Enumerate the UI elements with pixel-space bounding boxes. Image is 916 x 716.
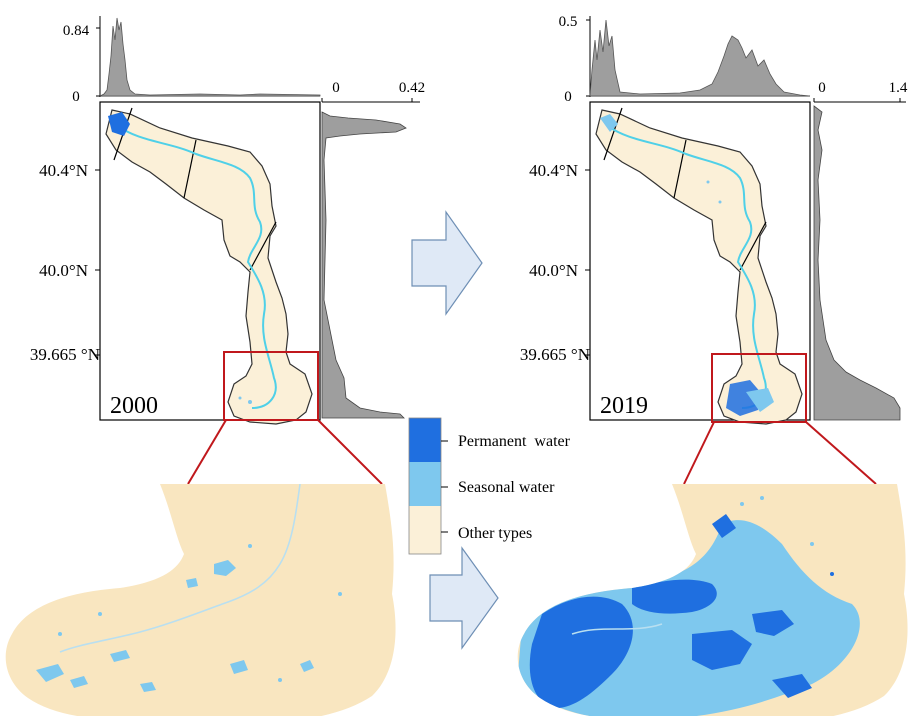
- year-label-2000: 2000: [110, 393, 158, 419]
- legend-label-other: Other types: [458, 525, 532, 542]
- side-hist-zero-label: 0: [818, 80, 826, 96]
- lat-label-39-665: 39.665 °N: [520, 345, 590, 364]
- legend-swatch-seasonal: [409, 462, 441, 506]
- top-hist-zero-label: 0: [72, 89, 80, 105]
- lat-label-39-665: 39.665 °N: [30, 345, 100, 364]
- zoom-box-2019: [711, 353, 807, 423]
- top-hist-max-label: 0.5: [559, 14, 578, 30]
- legend-swatch-other: [409, 506, 441, 554]
- zoom-box-2000: [223, 351, 319, 421]
- top-hist-zero-label: 0: [564, 89, 572, 105]
- zoom-map-2019: [517, 484, 908, 716]
- side-histogram-2000: 0 0.42: [321, 80, 425, 419]
- top-hist-max-label: 0.84: [63, 23, 90, 39]
- side-hist-zero-label: 0: [332, 80, 340, 96]
- zoom-map-2000: [5, 484, 396, 716]
- right-arrow-icon: [429, 546, 499, 650]
- legend-swatch-permanent: [409, 418, 441, 462]
- map-frame-2000: 40.4°N 40.0°N 39.665 °N 2000: [30, 101, 321, 425]
- lat-label-40-0: 40.0°N: [529, 261, 578, 280]
- legend-label-permanent: Permanent water: [458, 433, 571, 450]
- panel-2000: 0.84 0 0 0.42: [30, 16, 425, 425]
- lat-label-40-4: 40.4°N: [529, 161, 578, 180]
- side-hist-max-label: 0.42: [399, 80, 425, 96]
- top-histogram-2000: 0.84 0: [63, 16, 321, 105]
- legend: Permanent water Seasonal water Other typ…: [408, 417, 571, 555]
- top-histogram-2019: 0.5 0: [559, 14, 811, 105]
- lat-label-40-0: 40.0°N: [39, 261, 88, 280]
- side-hist-max-label: 1.4: [889, 80, 908, 96]
- map-frame-2019: 40.4°N 40.0°N 39.665 °N 2019: [520, 101, 811, 425]
- year-label-2019: 2019: [600, 393, 648, 419]
- right-arrow-icon: [411, 210, 483, 316]
- lat-label-40-4: 40.4°N: [39, 161, 88, 180]
- panel-2019: 0.5 0 0 1.4: [520, 14, 908, 425]
- side-histogram-2019: 0 1.4: [813, 80, 908, 421]
- legend-label-seasonal: Seasonal water: [458, 479, 555, 496]
